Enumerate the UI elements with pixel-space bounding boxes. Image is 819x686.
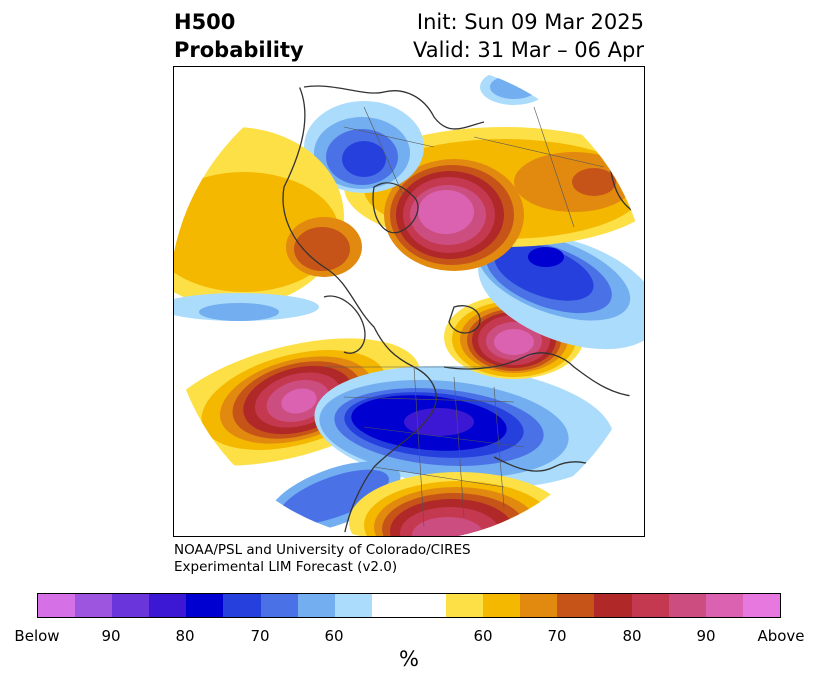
credit-line-2: Experimental LIM Forecast (v2.0) xyxy=(174,559,398,575)
colorbar-tick-label: 70 xyxy=(547,627,567,645)
colorbar-tick-label: 60 xyxy=(473,627,493,645)
anomaly-above-southeast xyxy=(349,472,569,536)
colorbar-swatch xyxy=(557,594,595,617)
colorbar-swatch xyxy=(446,594,484,617)
coastlines xyxy=(282,76,644,536)
colorbar-swatch xyxy=(483,594,521,617)
colorbar-swatch xyxy=(149,594,187,617)
colorbar-swatch xyxy=(334,594,372,617)
colorbar-unit: % xyxy=(399,647,419,671)
colorbar-tick-label: 80 xyxy=(175,627,195,645)
colorbar-swatch xyxy=(668,594,706,617)
colorbar-swatch xyxy=(112,594,150,617)
credit-text: NOAA/PSL and University of Colorado/CIRE… xyxy=(174,542,471,576)
colorbar-tick-label: 70 xyxy=(250,627,270,645)
colorbar-swatch xyxy=(705,594,743,617)
colorbar-swatch xyxy=(371,594,409,617)
colorbar-swatch xyxy=(75,594,113,617)
colorbar-tick-label: 60 xyxy=(324,627,344,645)
colorbar-swatch xyxy=(186,594,224,617)
colorbar-tick-label: Above xyxy=(757,627,805,645)
colorbar-swatch xyxy=(408,594,447,617)
colorbar-swatch xyxy=(520,594,558,617)
colorbar-swatch xyxy=(631,594,669,617)
colorbar-swatch xyxy=(594,594,632,617)
colorbar-swatch xyxy=(38,594,76,617)
anomaly-below-north-america xyxy=(267,365,614,533)
valid-date: Valid: 31 Mar – 06 Apr xyxy=(413,38,644,62)
colorbar-swatch xyxy=(742,594,780,617)
borders xyxy=(324,106,605,528)
anomaly-above-arctic xyxy=(344,127,644,271)
colorbar-swatch xyxy=(297,594,335,617)
title-line-2: Probability xyxy=(174,38,304,62)
colorbar-tick-label: 90 xyxy=(696,627,716,645)
anomaly-below-pacific-north xyxy=(304,69,548,193)
map-title: H500 Probability xyxy=(174,8,304,64)
map-svg xyxy=(174,67,644,536)
anomaly-below-europe xyxy=(477,233,644,350)
colorbar-tick-label: 90 xyxy=(101,627,121,645)
credit-line-1: NOAA/PSL and University of Colorado/CIRE… xyxy=(174,542,471,558)
title-line-1: H500 xyxy=(174,10,236,34)
colorbar xyxy=(37,593,781,618)
probability-map xyxy=(173,66,645,537)
init-date: Init: Sun 09 Mar 2025 xyxy=(416,10,644,34)
colorbar-swatch xyxy=(223,594,261,617)
colorbar-swatch xyxy=(260,594,298,617)
colorbar-tick-label: Below xyxy=(14,627,60,645)
colorbar-tick-label: 80 xyxy=(622,627,642,645)
forecast-dates: Init: Sun 09 Mar 2025 Valid: 31 Mar – 06… xyxy=(413,8,644,64)
